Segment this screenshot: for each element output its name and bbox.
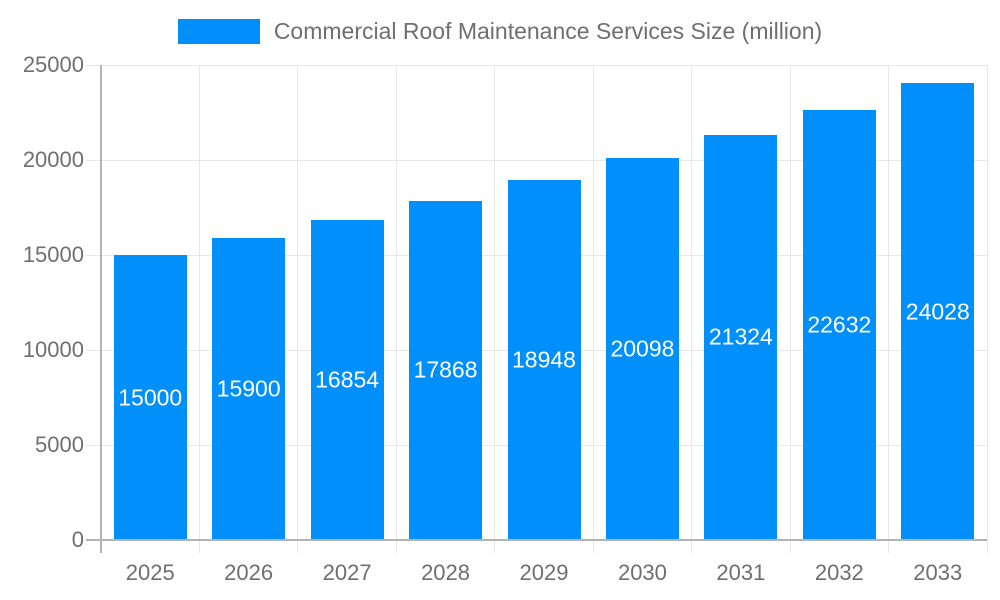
x-axis-label: 2031 xyxy=(716,560,766,585)
chart-title: Commercial Roof Maintenance Services Siz… xyxy=(273,18,823,44)
y-axis-label: 20000 xyxy=(22,147,84,172)
bar-value-label: 17868 xyxy=(413,356,478,383)
x-tick xyxy=(592,540,594,553)
x-tick xyxy=(986,540,988,553)
bar-value-label: 16854 xyxy=(315,366,380,393)
x-tick xyxy=(789,540,791,553)
x-axis-label: 2029 xyxy=(519,560,569,585)
y-tick xyxy=(86,64,101,66)
bar-value-label: 24028 xyxy=(905,298,970,325)
x-tick xyxy=(494,540,496,553)
y-tick xyxy=(86,254,101,256)
x-tick xyxy=(198,540,200,553)
bar-value-label: 15000 xyxy=(118,384,183,410)
y-gridline xyxy=(101,64,987,66)
bar: 15900 xyxy=(212,237,286,540)
y-gridline xyxy=(101,159,987,161)
x-tick xyxy=(395,540,397,553)
legend-swatch xyxy=(177,18,260,44)
x-axis-label: 2033 xyxy=(913,560,963,585)
y-axis-label: 5000 xyxy=(35,432,84,457)
x-tick xyxy=(297,540,299,553)
x-gridline xyxy=(395,65,397,540)
bar-value-label: 15900 xyxy=(216,375,281,402)
x-gridline xyxy=(691,65,693,540)
x-axis-label: 2026 xyxy=(224,560,274,585)
x-gridline xyxy=(198,65,200,540)
x-gridline xyxy=(297,65,299,540)
x-axis-label: 2032 xyxy=(814,560,864,585)
x-axis-label: 2027 xyxy=(322,560,372,585)
y-axis-line xyxy=(100,65,102,553)
x-axis-label: 2028 xyxy=(421,560,471,585)
x-axis-label: 2030 xyxy=(617,560,667,585)
y-tick xyxy=(86,349,101,351)
bar-value-label: 18948 xyxy=(512,346,576,373)
x-gridline xyxy=(888,65,890,540)
y-tick xyxy=(86,444,101,446)
bar: 15000 xyxy=(113,255,187,540)
y-axis-label: 0 xyxy=(71,527,84,552)
bar-value-label: 20098 xyxy=(610,335,675,362)
bar: 20098 xyxy=(605,158,679,540)
bar: 18948 xyxy=(507,179,581,540)
bar: 24028 xyxy=(901,83,975,540)
x-gridline xyxy=(592,65,594,540)
x-axis-line xyxy=(86,539,987,541)
x-tick xyxy=(888,540,890,553)
bar-value-label: 21324 xyxy=(708,323,773,350)
y-axis-label: 10000 xyxy=(22,337,84,362)
x-gridline xyxy=(494,65,496,540)
y-axis-label: 15000 xyxy=(22,242,84,267)
legend: Commercial Roof Maintenance Services Siz… xyxy=(0,17,1000,45)
bar: 21324 xyxy=(704,134,778,540)
x-gridline xyxy=(789,65,791,540)
bar: 17868 xyxy=(409,200,483,540)
y-axis-label: 25000 xyxy=(22,52,84,77)
x-axis-label: 2025 xyxy=(125,560,175,585)
bar: 16854 xyxy=(310,219,384,540)
x-tick xyxy=(691,540,693,553)
y-tick xyxy=(86,159,101,161)
bar: 22632 xyxy=(802,109,876,540)
bar-value-label: 22632 xyxy=(807,311,872,338)
x-gridline xyxy=(986,65,988,540)
